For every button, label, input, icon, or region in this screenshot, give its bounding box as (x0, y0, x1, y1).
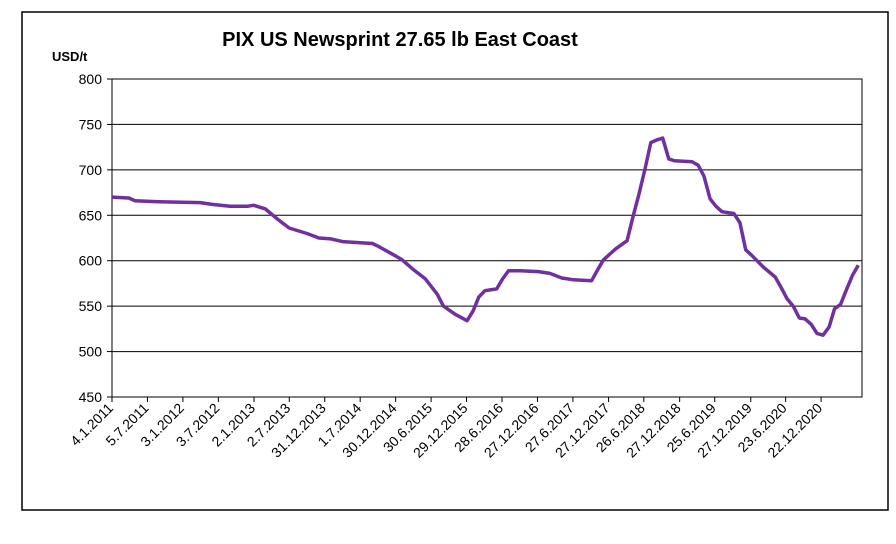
y-tick-label: 750 (79, 116, 103, 132)
plot-area (111, 78, 863, 398)
chart-title: PIX US Newsprint 27.65 lb East Coast (222, 29, 578, 51)
y-tick-label: 800 (79, 71, 103, 87)
y-axis-label: USD/t (52, 49, 88, 64)
y-tick-label: 700 (79, 162, 103, 178)
y-tick-label: 550 (79, 298, 103, 314)
price-line (111, 136, 860, 337)
y-tick-label: 650 (79, 207, 103, 223)
y-tick-label: 500 (79, 344, 103, 360)
y-tick-label: 450 (79, 389, 103, 405)
y-tick-label: 600 (79, 253, 103, 269)
